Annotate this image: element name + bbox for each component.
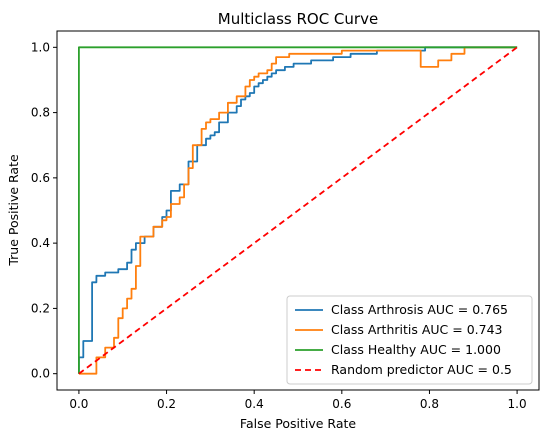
legend-entry: Class Healthy AUC = 1.000 — [331, 342, 501, 357]
y-tick-label: 0.2 — [31, 301, 50, 315]
x-tick-label: 0.4 — [245, 397, 264, 411]
series-line-1 — [78, 46, 518, 374]
x-tick-label: 0.8 — [420, 397, 439, 411]
series-line-4 — [78, 46, 518, 375]
plot-lines — [78, 46, 518, 375]
y-axis-label: True Positive Rate — [6, 154, 21, 267]
legend-entry: Random predictor AUC = 0.5 — [331, 362, 512, 377]
x-tick-label: 1.0 — [508, 397, 527, 411]
x-axis-label: False Positive Rate — [240, 416, 356, 431]
series-line-3 — [78, 46, 518, 374]
y-tick-label: 0.0 — [31, 367, 50, 381]
legend-entry: Class Arthrosis AUC = 0.765 — [331, 302, 508, 317]
y-tick-label: 0.6 — [31, 171, 50, 185]
x-tick-label: 0.0 — [69, 397, 88, 411]
y-tick-label: 0.4 — [31, 236, 50, 250]
x-axis-ticks: 0.0 0.2 0.4 0.6 0.8 1.0 — [69, 390, 527, 411]
series-line-2 — [78, 46, 518, 375]
x-tick-label: 0.6 — [332, 397, 351, 411]
x-tick-label: 0.2 — [157, 397, 176, 411]
legend-entry: Class Arthritis AUC = 0.743 — [331, 322, 502, 337]
legend: Class Arthrosis AUC = 0.765 Class Arthrit… — [286, 295, 533, 385]
y-tick-label: 0.8 — [31, 106, 50, 120]
chart-title: Multiclass ROC Curve — [218, 10, 378, 28]
y-axis-ticks: 0.0 0.2 0.4 0.6 0.8 1.0 — [31, 40, 57, 381]
y-tick-label: 1.0 — [31, 40, 50, 54]
plot-frame — [56, 30, 540, 391]
legend-box — [286, 295, 533, 385]
